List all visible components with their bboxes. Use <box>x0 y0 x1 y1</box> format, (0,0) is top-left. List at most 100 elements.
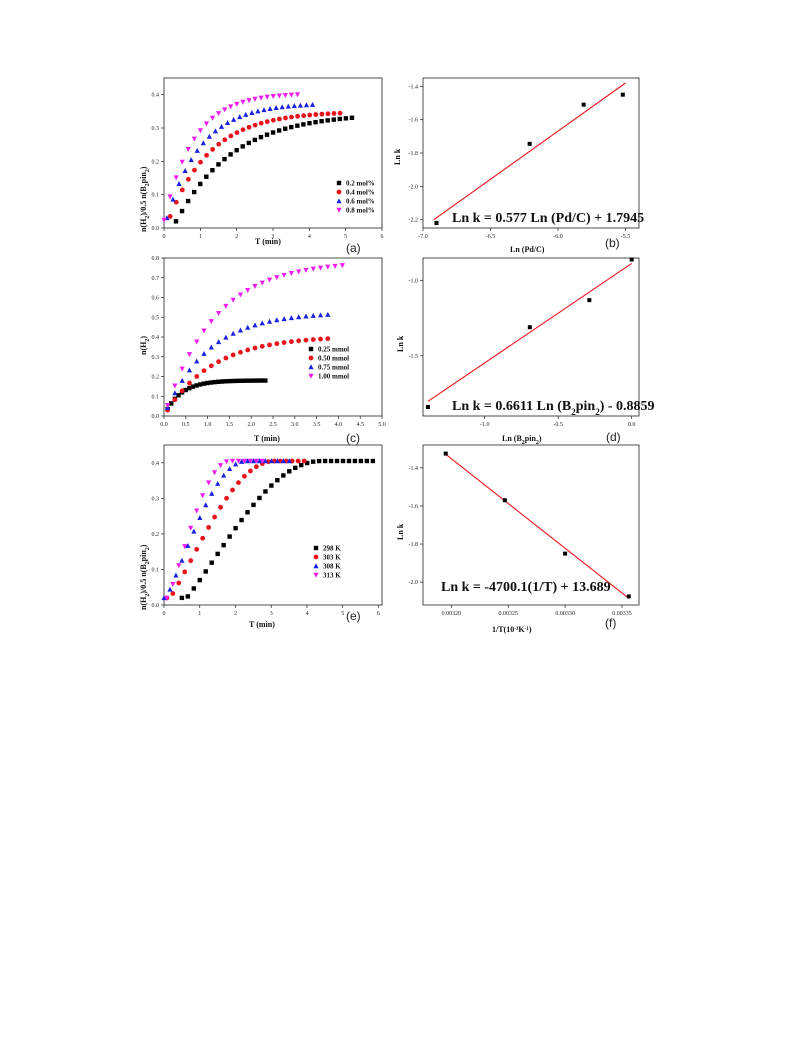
data-point <box>161 217 167 223</box>
y-tick-label: -1.4 <box>409 84 419 90</box>
data-point <box>293 465 298 471</box>
data-point <box>319 111 325 117</box>
fit-equation: Ln k = 0.577 Ln (Pd/C) + 1.7945 <box>452 211 644 226</box>
data-point <box>274 317 280 323</box>
x-tick-label: -6.0 <box>553 234 563 240</box>
data-point <box>230 330 236 336</box>
y-tick-label: 0.4 <box>152 93 160 99</box>
data-point <box>194 374 200 379</box>
data-point <box>167 586 173 592</box>
data-point <box>296 314 302 320</box>
data-point <box>209 560 214 565</box>
data-point <box>167 194 173 200</box>
data-point <box>370 458 376 464</box>
data-point <box>191 528 197 534</box>
data-point <box>259 458 265 464</box>
data-point <box>295 458 301 464</box>
legend-label: 0.75 mmol <box>318 364 349 372</box>
data-point <box>176 393 181 398</box>
data-point <box>255 108 261 114</box>
x-tick-label: -1.0 <box>480 422 490 428</box>
x-tick-label: 0.00320 <box>442 611 462 617</box>
data-point <box>255 378 261 383</box>
y-axis-label: Ln k <box>396 335 405 352</box>
data-point <box>198 181 203 187</box>
data-point <box>425 404 430 409</box>
data-point <box>212 514 218 520</box>
data-point <box>245 287 251 293</box>
data-point <box>563 551 568 556</box>
data-point <box>244 458 251 464</box>
data-point <box>227 466 233 472</box>
y-tick-label: -1.4 <box>409 466 419 472</box>
x-tick-label: 0.00335 <box>612 611 632 617</box>
data-point <box>216 162 221 167</box>
x-tick-label: 2.5 <box>269 422 277 428</box>
data-point <box>276 93 282 99</box>
data-point <box>237 378 243 384</box>
data-point <box>170 591 176 596</box>
mark-layer <box>161 458 376 601</box>
data-point <box>206 133 212 139</box>
x-tick-label: 6 <box>377 611 380 617</box>
tick-layer: 0.0 0.5 1.0 1.5 2.0 2.5 3.0 3.5 4.0 4.5 5.0 0.0 0.1 0… <box>152 256 386 428</box>
y-tick-label: -1.8 <box>409 151 419 157</box>
legend-label: 0.6 mol% <box>346 198 375 206</box>
data-point <box>194 508 200 514</box>
x-tick-label: 0.5 <box>182 422 190 428</box>
y-tick-label: -2.0 <box>409 184 419 190</box>
x-tick-label: 3 <box>272 234 275 240</box>
data-point <box>334 458 340 464</box>
data-point <box>238 349 243 355</box>
data-point <box>200 493 206 499</box>
data-point <box>194 358 200 364</box>
data-point <box>208 363 214 369</box>
data-point <box>216 359 221 365</box>
panel-c: 0.0 0.5 1.0 1.5 2.0 2.5 3.0 3.5 4.0 4.5 5.0 0.0 0.1 0… <box>139 256 386 445</box>
data-point <box>223 334 229 340</box>
data-point <box>274 275 280 281</box>
legend-label: 303 K <box>323 554 341 562</box>
data-point <box>165 403 171 409</box>
x-tick-label: 2 <box>234 611 237 617</box>
y-tick-label: -2.0 <box>409 580 419 586</box>
data-point <box>263 378 268 383</box>
data-point <box>283 115 288 121</box>
data-point <box>339 263 345 269</box>
data-point <box>274 341 280 347</box>
data-point <box>502 498 507 503</box>
x-tick-label: 3.5 <box>313 422 321 428</box>
data-point <box>268 458 275 464</box>
panel-label-a: (a) <box>346 241 361 255</box>
data-point <box>239 517 244 523</box>
panel-a: 0 1 2 3 4 5 6 0.0 0.1 0.2 0.3 0.4 T (min) n(H2)/0.5… <box>139 77 384 255</box>
data-point <box>303 267 309 273</box>
data-point <box>240 127 246 133</box>
data-point <box>216 111 222 117</box>
data-point <box>179 208 185 214</box>
y-axis-label: n(H2)/0.5 n(B2pin2) <box>139 544 151 610</box>
data-point <box>307 112 313 118</box>
data-point <box>248 378 254 383</box>
y-tick-label: 0.4 <box>152 335 160 341</box>
data-point <box>179 366 185 372</box>
data-point <box>228 104 234 110</box>
plot-frame <box>163 77 383 229</box>
data-point <box>201 350 207 356</box>
data-point <box>340 458 346 464</box>
data-point <box>285 103 291 109</box>
data-point <box>237 292 244 298</box>
data-point <box>172 397 178 403</box>
data-point <box>236 480 241 486</box>
data-point <box>270 94 276 100</box>
data-point <box>303 337 309 343</box>
data-point <box>325 336 331 342</box>
data-point <box>259 320 265 326</box>
y-tick-label: 0.0 <box>152 414 160 420</box>
legend-marker <box>308 346 314 352</box>
tick-layer: 0.00320 0.00325 0.00330 0.00335 -2.0 -1.8 -1.6… <box>409 466 632 617</box>
data-point <box>252 378 257 383</box>
data-point <box>258 134 264 140</box>
data-point <box>287 469 292 474</box>
data-point <box>203 121 210 127</box>
